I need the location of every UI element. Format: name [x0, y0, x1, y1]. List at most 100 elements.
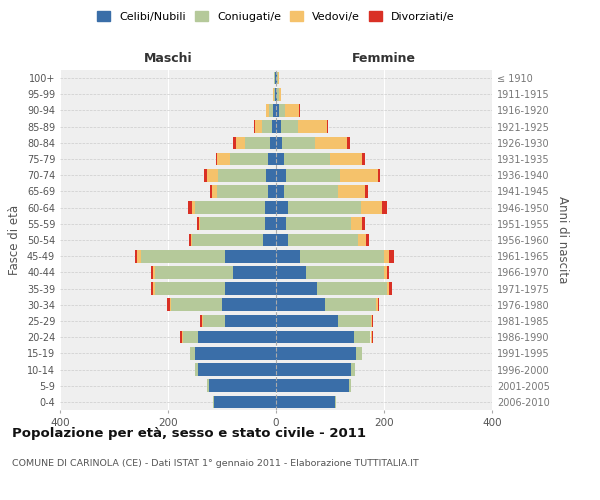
Bar	[389, 250, 394, 262]
Bar	[188, 202, 193, 214]
Bar	[288, 202, 361, 214]
Bar	[350, 363, 355, 376]
Bar	[200, 218, 265, 230]
Bar	[182, 331, 198, 344]
Bar	[269, 104, 274, 117]
Bar	[382, 202, 387, 214]
Bar	[265, 218, 276, 230]
Bar	[384, 250, 389, 262]
Bar	[358, 234, 366, 246]
Bar	[306, 266, 384, 278]
Bar	[266, 169, 276, 181]
Bar	[188, 234, 191, 246]
Bar	[195, 363, 198, 376]
Bar	[330, 152, 362, 166]
Bar	[276, 169, 286, 181]
Bar	[276, 185, 284, 198]
Bar	[317, 282, 387, 295]
Bar	[338, 314, 371, 328]
Bar	[301, 250, 384, 262]
Bar	[299, 104, 300, 117]
Bar	[208, 380, 209, 392]
Text: Maschi: Maschi	[143, 52, 193, 65]
Text: Femmine: Femmine	[352, 52, 416, 65]
Bar	[350, 218, 362, 230]
Bar	[276, 266, 306, 278]
Bar	[212, 185, 217, 198]
Bar	[284, 185, 338, 198]
Bar	[268, 152, 276, 166]
Bar	[167, 298, 170, 311]
Bar	[154, 266, 155, 278]
Bar	[200, 314, 202, 328]
Bar	[141, 250, 225, 262]
Bar	[361, 202, 382, 214]
Text: COMUNE DI CARINOLA (CE) - Dati ISTAT 1° gennaio 2011 - Elaborazione TUTTITALIA.I: COMUNE DI CARINOLA (CE) - Dati ISTAT 1° …	[12, 459, 419, 468]
Bar	[283, 136, 315, 149]
Bar	[387, 266, 389, 278]
Bar	[213, 396, 214, 408]
Bar	[217, 185, 268, 198]
Bar	[274, 104, 276, 117]
Bar	[225, 314, 276, 328]
Bar	[265, 202, 276, 214]
Bar	[155, 282, 225, 295]
Bar	[276, 298, 325, 311]
Bar	[233, 136, 235, 149]
Bar	[214, 396, 276, 408]
Bar	[276, 104, 278, 117]
Bar	[276, 72, 277, 85]
Bar	[335, 396, 337, 408]
Bar	[372, 314, 373, 328]
Bar	[262, 120, 272, 133]
Bar	[365, 185, 368, 198]
Bar	[286, 169, 340, 181]
Bar	[276, 396, 335, 408]
Bar	[195, 347, 276, 360]
Bar	[276, 120, 281, 133]
Bar	[362, 218, 365, 230]
Bar	[288, 234, 358, 246]
Bar	[209, 380, 276, 392]
Bar	[276, 202, 288, 214]
Bar	[199, 218, 200, 230]
Bar	[377, 169, 380, 181]
Legend: Celibi/Nubili, Coniugati/e, Vedovi/e, Divorziati/e: Celibi/Nubili, Coniugati/e, Vedovi/e, Di…	[94, 8, 458, 25]
Bar	[276, 136, 283, 149]
Bar	[207, 169, 218, 181]
Bar	[193, 202, 195, 214]
Bar	[222, 298, 276, 311]
Bar	[151, 282, 154, 295]
Bar	[285, 104, 299, 117]
Bar	[315, 136, 347, 149]
Bar	[272, 120, 276, 133]
Bar	[266, 104, 269, 117]
Bar	[254, 120, 256, 133]
Bar	[278, 88, 281, 101]
Bar	[203, 314, 225, 328]
Bar	[338, 185, 365, 198]
Bar	[276, 380, 349, 392]
Bar	[276, 282, 317, 295]
Bar	[298, 120, 328, 133]
Bar	[275, 72, 276, 85]
Bar	[347, 136, 350, 149]
Bar	[278, 104, 285, 117]
Bar	[281, 120, 298, 133]
Text: Popolazione per età, sesso e stato civile - 2011: Popolazione per età, sesso e stato civil…	[12, 428, 366, 440]
Bar	[193, 234, 263, 246]
Y-axis label: Fasce di età: Fasce di età	[8, 205, 21, 275]
Bar	[202, 314, 203, 328]
Bar	[263, 234, 276, 246]
Bar	[384, 266, 387, 278]
Bar	[284, 152, 330, 166]
Bar	[276, 314, 338, 328]
Bar	[225, 282, 276, 295]
Bar	[171, 298, 222, 311]
Bar	[376, 298, 377, 311]
Bar	[276, 331, 354, 344]
Bar	[356, 347, 362, 360]
Bar	[276, 363, 350, 376]
Bar	[268, 185, 276, 198]
Bar	[217, 152, 230, 166]
